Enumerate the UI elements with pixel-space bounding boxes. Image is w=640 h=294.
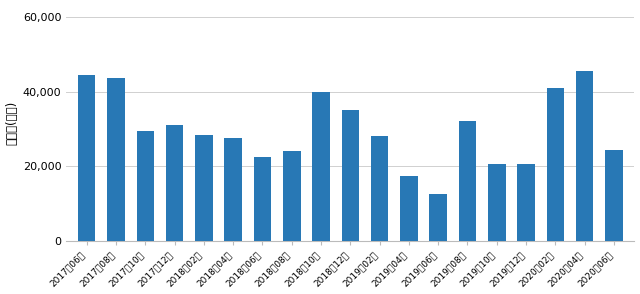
Bar [136,131,154,241]
Bar [517,164,535,241]
Bar [605,150,623,241]
Bar [371,136,388,241]
Bar [547,88,564,241]
Bar [459,121,476,241]
Bar [488,164,506,241]
Bar [225,138,242,241]
Bar [400,176,418,241]
Bar [108,78,125,241]
Bar [166,125,184,241]
Bar [78,75,95,241]
Bar [283,151,301,241]
Bar [195,135,212,241]
Bar [253,157,271,241]
Bar [312,91,330,241]
Y-axis label: 거래량(건수): 거래량(건수) [6,101,19,146]
Bar [576,71,593,241]
Bar [342,110,359,241]
Bar [429,194,447,241]
